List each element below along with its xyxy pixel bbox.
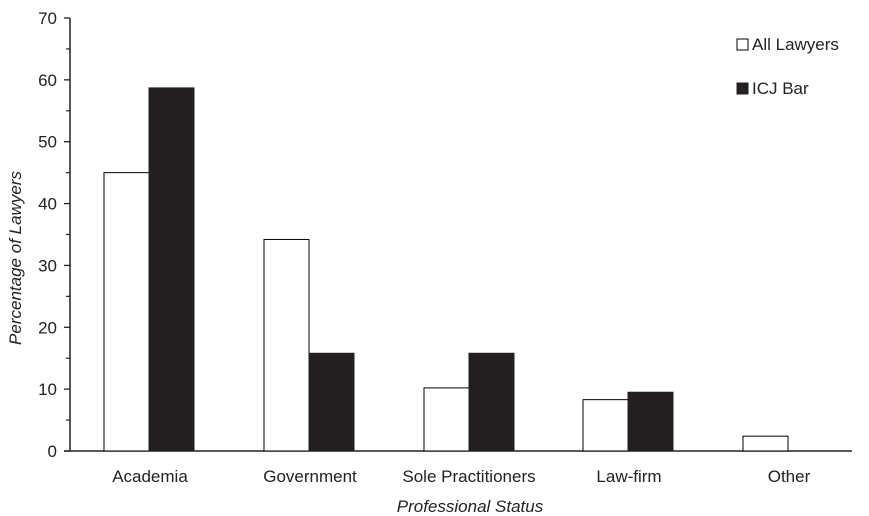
- x-tick-label: Law-firm: [596, 467, 661, 486]
- y-tick-label: 40: [38, 195, 57, 214]
- x-tick-label: Academia: [112, 467, 188, 486]
- bars: [103, 87, 789, 452]
- bar-all-lawyers: [103, 172, 150, 452]
- y-tick-label: 60: [38, 71, 57, 90]
- legend: All Lawyers ICJ Bar: [736, 35, 839, 98]
- y-tick-label: 30: [38, 256, 57, 275]
- bar-icj-bar: [627, 391, 674, 452]
- y-tick-label: 0: [48, 442, 57, 461]
- legend-swatch: [736, 82, 749, 95]
- bar-all-lawyers: [423, 387, 470, 452]
- x-tick-label: Other: [768, 467, 811, 486]
- x-axis: Academia Government Sole Practitioners Law-…: [64, 450, 852, 486]
- y-tick-label: 50: [38, 133, 57, 152]
- y-tick-label: 20: [38, 318, 57, 337]
- legend-label: All Lawyers: [752, 35, 839, 54]
- x-axis-title: Professional Status: [397, 497, 544, 516]
- bar-all-lawyers: [582, 399, 629, 452]
- y-tick-label: 10: [38, 380, 57, 399]
- y-tick-label: 70: [38, 9, 57, 28]
- x-tick-label: Government: [263, 467, 357, 486]
- x-tick-label: Sole Practitioners: [402, 467, 535, 486]
- bar-all-lawyers: [263, 238, 310, 452]
- legend-swatch: [736, 38, 749, 51]
- bar-icj-bar: [308, 352, 355, 452]
- y-axis: 0 10 20 30 40 50 60 70: [38, 9, 71, 461]
- y-axis-title: Percentage of Lawyers: [6, 171, 25, 345]
- bar-icj-bar: [468, 352, 515, 452]
- bar-all-lawyers: [742, 435, 789, 452]
- bar-icj-bar: [148, 87, 195, 452]
- legend-label: ICJ Bar: [752, 79, 809, 98]
